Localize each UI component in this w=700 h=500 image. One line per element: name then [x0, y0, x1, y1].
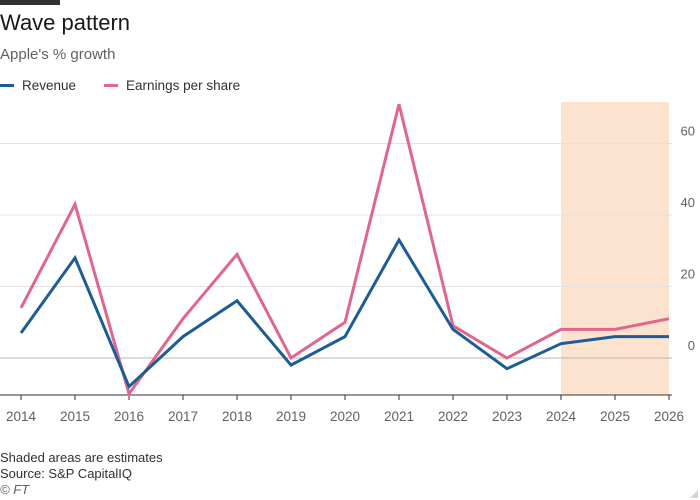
x-tick-label-2024: 2024 — [546, 409, 577, 424]
x-tick-label-2018: 2018 — [222, 409, 252, 424]
y-tick-label-60: 60 — [681, 124, 695, 139]
x-tick-label-2019: 2019 — [276, 409, 306, 424]
x-tick-label-2015: 2015 — [60, 409, 90, 424]
series-line-revenue — [19, 237, 669, 390]
legend-label-revenue: Revenue — [22, 78, 77, 93]
x-tick-label-2017: 2017 — [168, 409, 198, 424]
x-tick-label-2022: 2022 — [438, 409, 468, 424]
footer-copyright: © FT — [0, 482, 30, 497]
x-tick-label-2021: 2021 — [384, 409, 414, 424]
resize-corner-icon — [690, 490, 698, 498]
x-tick-label-2026: 2026 — [654, 409, 684, 424]
estimate-shade — [561, 102, 669, 395]
y-tick-label-0: 0 — [688, 338, 695, 353]
legend-item-eps: Earnings per share — [104, 78, 240, 93]
chart-footer: Shaded areas are estimates Source: S&P C… — [0, 450, 163, 498]
legend-label-eps: Earnings per share — [126, 78, 241, 93]
chart-title: Wave pattern — [0, 10, 131, 35]
series-line-eps — [19, 103, 670, 398]
footer-note: Shaded areas are estimates — [0, 450, 163, 465]
y-tick-label-20: 20 — [681, 267, 695, 282]
x-tick-label-2020: 2020 — [330, 409, 360, 424]
ft-top-bar — [0, 0, 60, 5]
legend-swatch-eps — [104, 84, 119, 87]
legend-swatch-revenue — [0, 84, 14, 87]
footer-source: Source: S&P CapitalIQ — [0, 466, 132, 481]
legend-item-revenue: Revenue — [0, 78, 76, 93]
y-tick-label-40: 40 — [681, 195, 695, 210]
x-tick-label-2025: 2025 — [600, 409, 630, 424]
x-tick-label-2014: 2014 — [6, 409, 37, 424]
x-tick-label-2023: 2023 — [492, 409, 522, 424]
x-tick-label-2016: 2016 — [114, 409, 144, 424]
chart-legend: Revenue Earnings per share — [0, 78, 240, 93]
chart-subtitle: Apple's % growth — [0, 46, 116, 63]
